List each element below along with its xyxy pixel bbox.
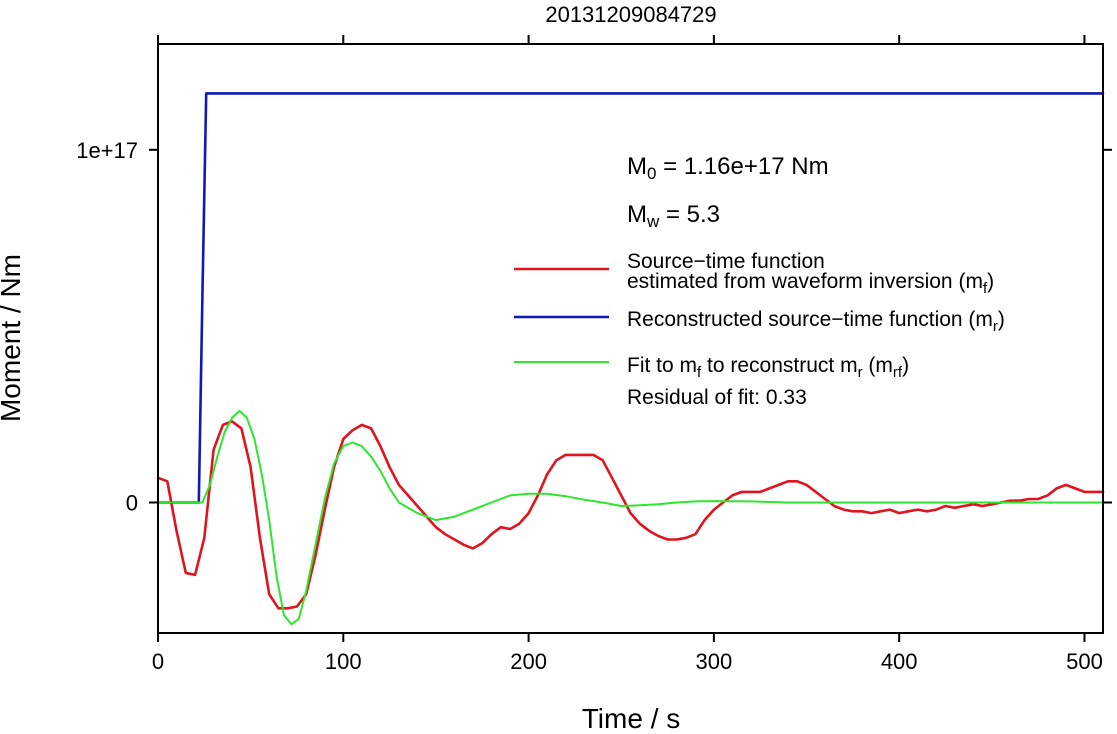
legend-label: estimated from waveform inversion (mf) (627, 270, 994, 297)
series-fit (157, 409, 1104, 626)
legend-label: Source−time function (627, 250, 825, 273)
x-axis-title: Time / s (582, 703, 681, 734)
y-axis-title: Moment / Nm (0, 254, 26, 422)
x-tick-label: 500 (1066, 649, 1103, 674)
residual-annotation: Residual of fit: 0.33 (627, 386, 807, 409)
axes-layer: 0 100 200 300 400 500 0 1e+17 (76, 35, 1112, 674)
y-tick-label: 0 (126, 491, 138, 516)
mw-annotation: Mw = 5.3 (627, 201, 720, 231)
series-layer (156, 92, 1105, 626)
annotation-layer: M0 = 1.16e+17 Nm Mw = 5.3 Residual of fit:… (627, 153, 829, 409)
m0-annotation: M0 = 1.16e+17 Nm (627, 153, 829, 183)
legend-label: Fit to mf to reconstruct mr (mrf) (627, 354, 909, 381)
x-tick-label: 0 (152, 649, 164, 674)
x-tick-label: 200 (510, 649, 547, 674)
y-tick-label: 1e+17 (76, 138, 138, 163)
chart-title: 20131209084729 (545, 2, 716, 27)
x-tick-label: 400 (881, 649, 918, 674)
plot-frame (157, 43, 1104, 634)
legend-label: Reconstructed source−time function (mr) (627, 308, 1005, 335)
x-tick-label: 300 (696, 649, 733, 674)
series-source-time-function (156, 420, 1105, 610)
x-tick-label: 100 (325, 649, 362, 674)
